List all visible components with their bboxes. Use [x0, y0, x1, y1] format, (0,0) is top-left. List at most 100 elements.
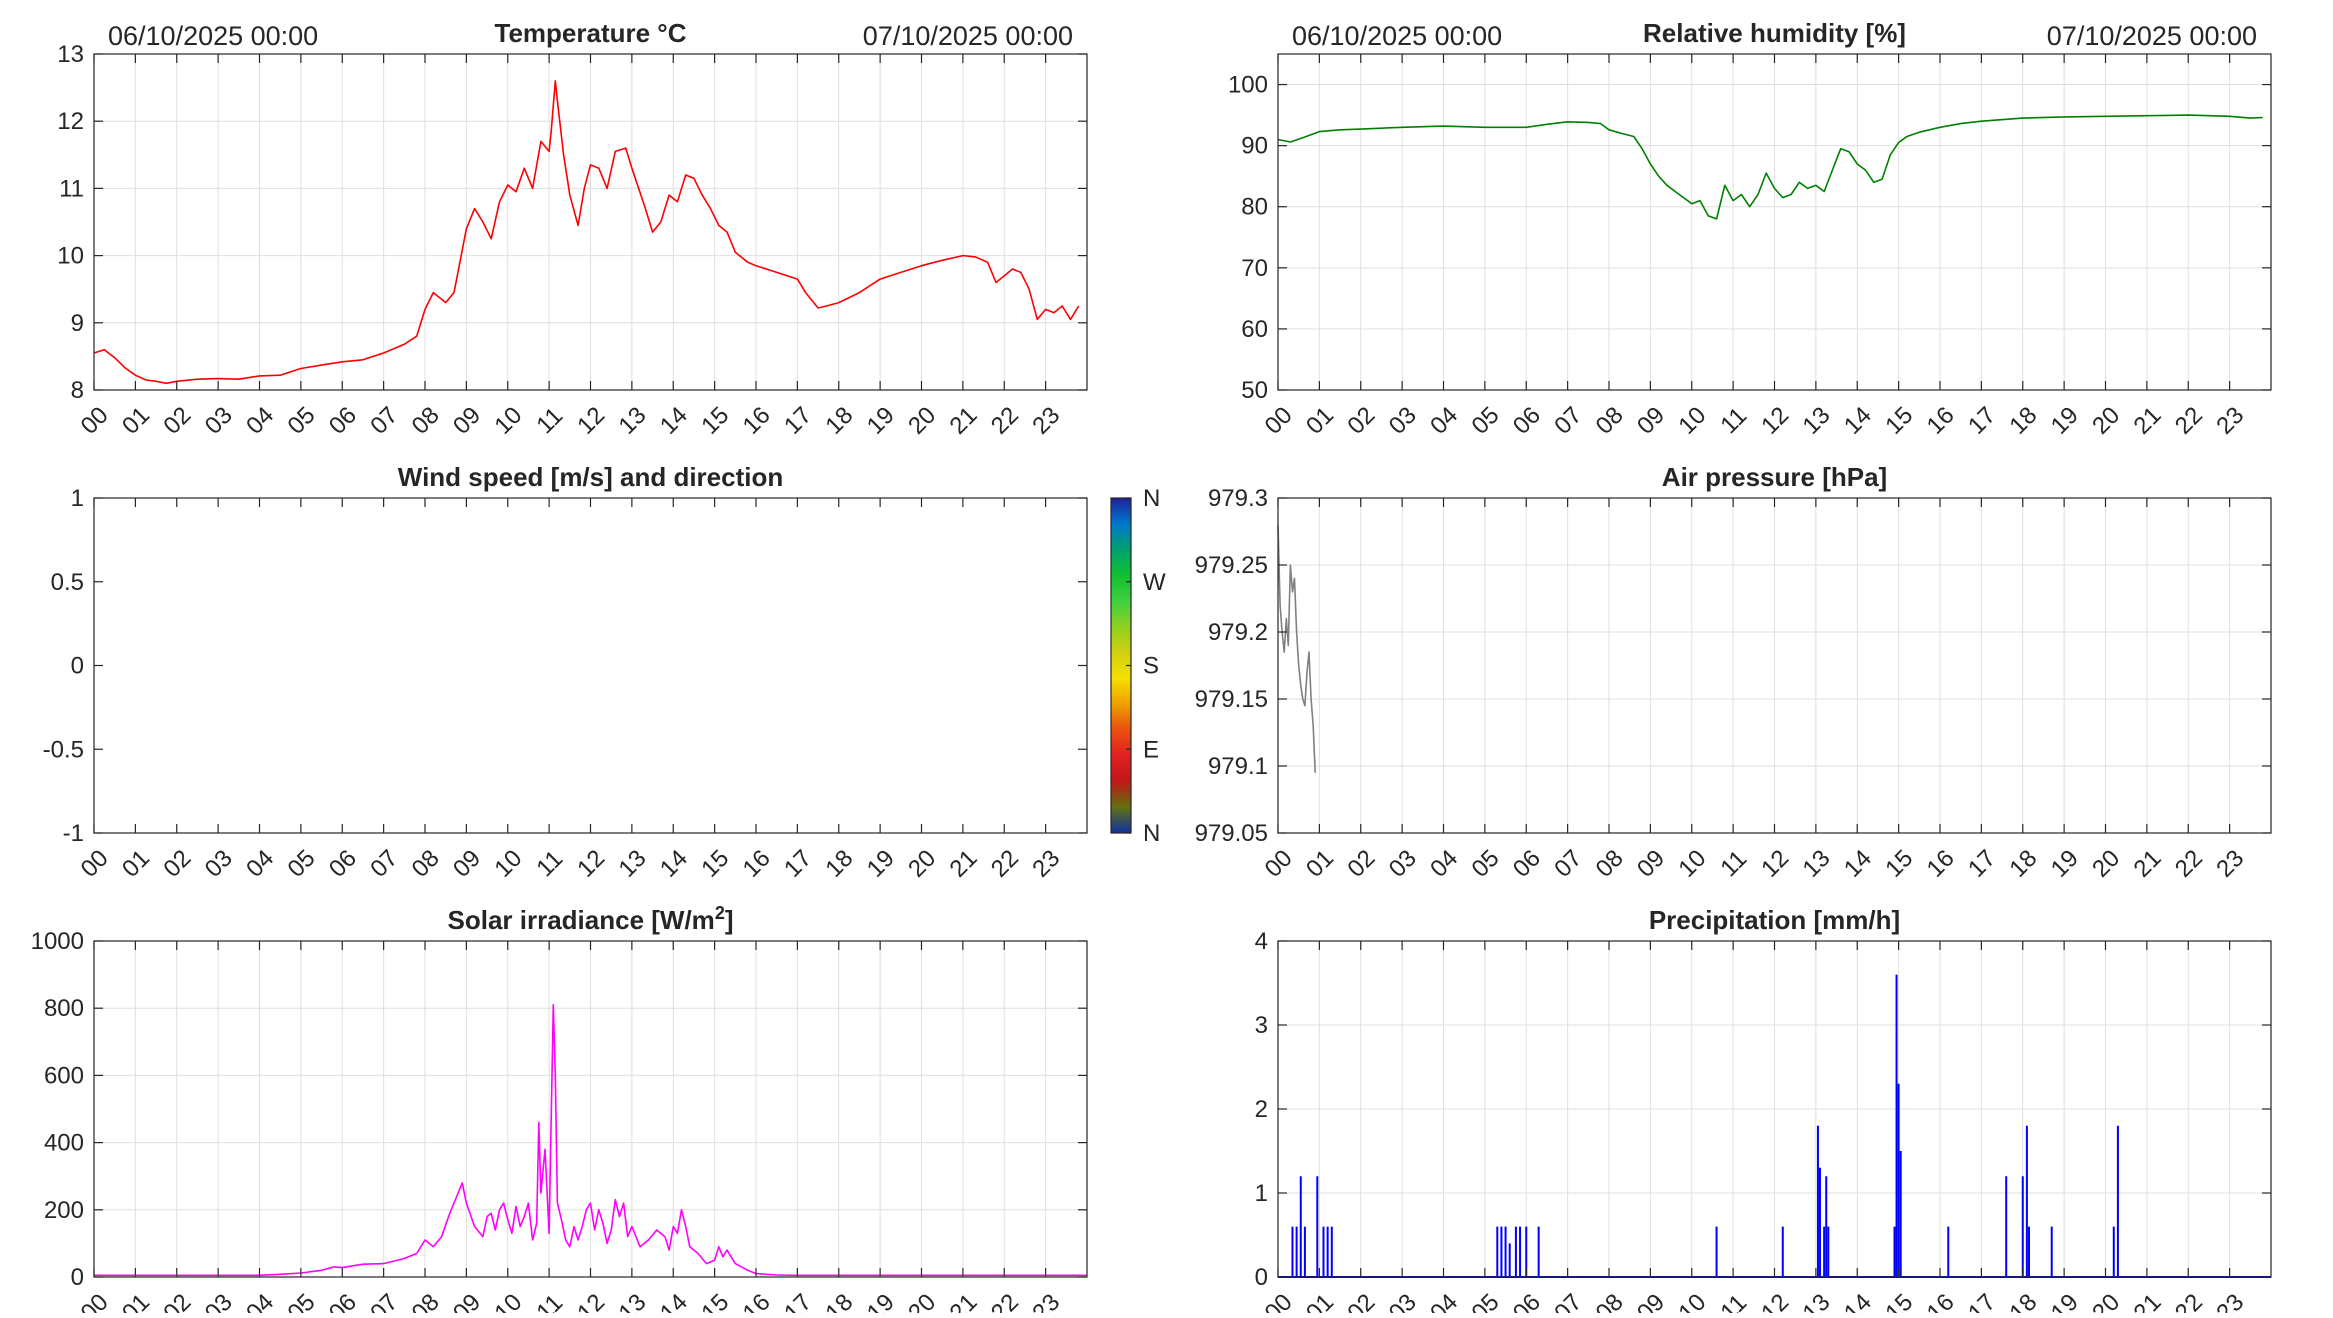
humidity-xtick-label: 06 — [1508, 402, 1546, 440]
colorbar-label: N — [1143, 820, 1160, 847]
temperature-xtick-label: 17 — [779, 402, 817, 440]
precipitation-ytick-label: 0 — [1255, 1264, 1268, 1291]
wind-xtick-label: 07 — [365, 845, 403, 883]
precipitation-xtick-label: 04 — [1425, 1289, 1463, 1313]
precipitation-xtick-label: 05 — [1467, 1289, 1505, 1313]
solar-ytick-label: 1000 — [31, 928, 84, 955]
wind-xtick-label: 11 — [531, 845, 568, 882]
wind-ytick-label: 1 — [71, 485, 84, 512]
humidity-xtick-label: 16 — [1922, 402, 1960, 440]
temperature-date-end: 07/10/2025 00:00 — [863, 21, 1073, 51]
solar-xtick-label: 05 — [283, 1289, 321, 1313]
temperature-ytick-label: 8 — [71, 377, 84, 404]
humidity-series-line — [1277, 114, 2263, 220]
precipitation-ytick-label: 1 — [1255, 1180, 1268, 1207]
pressure-xtick-label: 14 — [1839, 845, 1877, 883]
wind-ytick-label: -0.5 — [43, 736, 84, 763]
wind-ytick-label: -1 — [63, 820, 84, 847]
wind-xtick-label: 09 — [448, 845, 486, 883]
wind-ytick-label: 0.5 — [51, 569, 84, 596]
solar-ytick-label: 200 — [44, 1197, 84, 1224]
temperature-xtick-label: 11 — [531, 402, 568, 439]
colorbar-label: N — [1143, 485, 1160, 512]
precipitation-xtick-label: 19 — [2046, 1289, 2084, 1313]
temperature-xtick-label: 19 — [862, 402, 900, 440]
solar-xtick-label: 23 — [1027, 1289, 1065, 1313]
pressure-ytick-label: 979.05 — [1195, 820, 1268, 847]
temperature-xtick-label: 05 — [283, 402, 321, 440]
humidity-xtick-label: 10 — [1673, 402, 1711, 440]
solar-xtick-label: 01 — [117, 1289, 155, 1313]
solar-xtick-label: 02 — [158, 1289, 196, 1313]
pressure-xtick-label: 16 — [1922, 845, 1960, 883]
humidity-xtick-label: 17 — [1963, 402, 2001, 440]
wind-xtick-label: 23 — [1027, 845, 1065, 883]
temperature-ytick-label: 10 — [57, 243, 84, 270]
humidity-xtick-label: 12 — [1756, 402, 1794, 440]
precipitation-xtick-label: 11 — [1715, 1289, 1752, 1313]
pressure-xtick-label: 18 — [2004, 845, 2042, 883]
pressure-xtick-label: 23 — [2211, 845, 2249, 883]
solar-xtick-label: 21 — [945, 1289, 983, 1313]
temperature-xtick-label: 12 — [572, 402, 610, 440]
precipitation-xtick-label: 20 — [2087, 1289, 2125, 1313]
humidity-xtick-label: 03 — [1384, 402, 1422, 440]
humidity-xtick-label: 22 — [2170, 402, 2208, 440]
precipitation-xtick-label: 03 — [1384, 1289, 1422, 1313]
colorbar-label: W — [1143, 569, 1166, 596]
wind-xtick-label: 06 — [324, 845, 362, 883]
pressure-ytick-label: 979.15 — [1195, 686, 1268, 713]
precipitation-xtick-label: 17 — [1963, 1289, 2001, 1313]
solar-xtick-label: 13 — [614, 1289, 652, 1313]
pressure-xtick-label: 05 — [1467, 845, 1505, 883]
wind-xtick-label: 14 — [655, 845, 693, 883]
pressure-xtick-label: 02 — [1342, 845, 1380, 883]
humidity-xtick-label: 15 — [1880, 402, 1918, 440]
wind-title: Wind speed [m/s] and direction — [398, 462, 783, 492]
precipitation-xtick-label: 13 — [1798, 1289, 1836, 1313]
humidity-xtick-label: 07 — [1549, 402, 1587, 440]
precipitation-xtick-label: 14 — [1839, 1289, 1877, 1313]
wind-xtick-label: 15 — [696, 845, 734, 883]
temperature-xtick-label: 01 — [117, 402, 155, 440]
pressure-title: Air pressure [hPa] — [1662, 462, 1887, 492]
humidity-date-end: 07/10/2025 00:00 — [2047, 21, 2257, 51]
humidity-title: Relative humidity [%] — [1643, 18, 1906, 48]
solar-xtick-label: 17 — [779, 1289, 817, 1313]
solar-xtick-label: 08 — [407, 1289, 445, 1313]
solar-xtick-label: 06 — [324, 1289, 362, 1313]
temperature-xtick-label: 23 — [1027, 402, 1065, 440]
precipitation-ytick-label: 2 — [1255, 1096, 1268, 1123]
precipitation-xtick-label: 21 — [2129, 1289, 2167, 1313]
temperature-xtick-label: 09 — [448, 402, 486, 440]
precipitation-xtick-label: 16 — [1922, 1289, 1960, 1313]
solar-xtick-label: 09 — [448, 1289, 486, 1313]
humidity-xtick-label: 18 — [2004, 402, 2042, 440]
wind-xtick-label: 08 — [407, 845, 445, 883]
humidity-ytick-label: 80 — [1241, 194, 1268, 221]
solar-series-line — [94, 1003, 1087, 1277]
precipitation-xtick-label: 09 — [1632, 1289, 1670, 1313]
temperature-grid — [93, 53, 1087, 391]
pressure-xtick-label: 17 — [1963, 845, 2001, 883]
solar-xtick-label: 04 — [241, 1289, 279, 1313]
precipitation-title: Precipitation [mm/h] — [1649, 905, 1900, 935]
precipitation-xtick-label: 01 — [1301, 1289, 1339, 1313]
pressure-ytick-label: 979.3 — [1208, 485, 1268, 512]
temperature-xtick-label: 13 — [614, 402, 652, 440]
solar-xtick-label: 03 — [200, 1289, 238, 1313]
pressure-ytick-label: 979.1 — [1208, 753, 1268, 780]
solar-ytick-label: 0 — [71, 1264, 84, 1291]
temperature-date-start: 06/10/2025 00:00 — [108, 21, 318, 51]
pressure-xtick-label: 01 — [1301, 845, 1339, 883]
pressure-xtick-label: 12 — [1756, 845, 1794, 883]
humidity-xtick-label: 09 — [1632, 402, 1670, 440]
wind-xtick-label: 05 — [283, 845, 321, 883]
pressure-xtick-label: 13 — [1798, 845, 1836, 883]
temperature-title: Temperature °C — [495, 18, 687, 48]
solar-xtick-label: 22 — [986, 1289, 1024, 1313]
